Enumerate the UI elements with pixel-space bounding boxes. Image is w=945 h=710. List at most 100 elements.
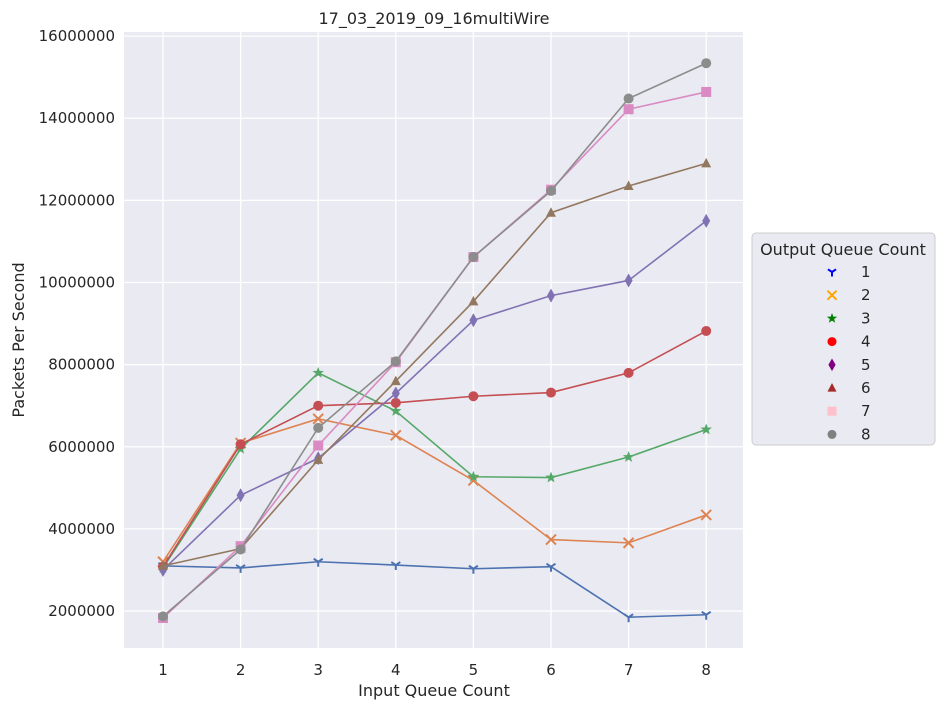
data-point-series-5 bbox=[547, 288, 555, 303]
x-tick-label: 3 bbox=[313, 661, 323, 679]
series-line-5 bbox=[162, 220, 707, 571]
data-point-series-3 bbox=[390, 405, 402, 416]
y-tick-label: 2000000 bbox=[48, 602, 115, 620]
series-line-1 bbox=[162, 560, 707, 619]
legend-item-8: 8 bbox=[827, 425, 871, 443]
data-point-series-1 bbox=[235, 564, 246, 573]
data-point-series-1 bbox=[313, 557, 324, 567]
series-line-3 bbox=[162, 371, 707, 569]
x-axis-label: Input Queue Count bbox=[358, 681, 510, 700]
legend-item-7: 7 bbox=[827, 402, 871, 420]
legend-item-4: 4 bbox=[827, 333, 871, 351]
legend-item-3: 3 bbox=[826, 309, 871, 327]
y-tick-label: 8000000 bbox=[48, 356, 115, 374]
legend-label: 1 bbox=[861, 263, 871, 281]
legend-item-5: 5 bbox=[828, 356, 871, 374]
data-point-series-7 bbox=[701, 86, 712, 97]
y-axis-label: Packets Per Second bbox=[9, 262, 28, 417]
legend-marker-icon bbox=[826, 313, 838, 323]
legend-label: 2 bbox=[861, 286, 871, 304]
data-point-series-8 bbox=[313, 422, 324, 433]
gridlines bbox=[124, 32, 743, 648]
data-point-series-1 bbox=[468, 564, 479, 574]
y-tick-label: 6000000 bbox=[48, 438, 115, 456]
data-point-series-1 bbox=[623, 613, 634, 623]
data-point-series-7 bbox=[623, 104, 634, 115]
y-tick-label: 4000000 bbox=[48, 520, 115, 538]
data-point-series-1 bbox=[390, 561, 401, 571]
data-point-series-3 bbox=[467, 470, 480, 482]
y-tick-label: 12000000 bbox=[39, 191, 115, 209]
x-tick-label: 5 bbox=[469, 661, 479, 679]
data-point-series-4 bbox=[623, 367, 634, 378]
data-point-series-5 bbox=[236, 488, 245, 503]
x-tick-label: 2 bbox=[236, 661, 246, 679]
data-point-series-7 bbox=[313, 440, 324, 451]
legend-marker-icon bbox=[827, 268, 837, 277]
data-point-series-8 bbox=[701, 58, 712, 69]
data-point-series-4 bbox=[701, 325, 712, 336]
data-point-series-8 bbox=[158, 611, 168, 622]
data-point-series-4 bbox=[390, 397, 401, 408]
data-point-series-6 bbox=[546, 207, 556, 217]
data-point-series-2 bbox=[312, 413, 324, 425]
data-point-series-4 bbox=[235, 439, 246, 450]
data-point-series-2 bbox=[622, 537, 635, 549]
y-axis: 2000000 4000000 6000000 8000000 10000000 1200… bbox=[39, 27, 115, 620]
data-point-series-6 bbox=[701, 157, 712, 168]
data-point-series-3 bbox=[312, 366, 324, 378]
series-8 bbox=[158, 58, 712, 622]
series-line-2 bbox=[162, 418, 707, 563]
data-point-series-5 bbox=[702, 213, 711, 228]
data-point-series-2 bbox=[700, 509, 712, 521]
series-lines bbox=[157, 58, 712, 624]
legend-marker-icon bbox=[827, 429, 837, 439]
data-point-series-6 bbox=[623, 180, 634, 190]
legend-item-6: 6 bbox=[827, 379, 871, 397]
x-axis: 1 2 3 4 5 6 7 8 bbox=[158, 661, 711, 679]
data-point-series-5 bbox=[624, 273, 633, 288]
plot-area bbox=[124, 32, 743, 648]
legend-marker-icon bbox=[827, 383, 837, 392]
x-tick-label: 7 bbox=[624, 661, 634, 679]
series-6 bbox=[158, 157, 712, 570]
data-point-series-5 bbox=[469, 313, 478, 328]
x-tick-label: 6 bbox=[546, 661, 556, 679]
legend-label: 5 bbox=[861, 356, 871, 374]
data-point-series-3 bbox=[545, 471, 557, 483]
series-line-8 bbox=[162, 62, 707, 617]
series-line-4 bbox=[162, 330, 707, 568]
data-point-series-8 bbox=[235, 544, 246, 555]
data-point-series-4 bbox=[313, 400, 324, 411]
legend-box bbox=[751, 232, 936, 446]
legend-marker-icon bbox=[827, 337, 837, 347]
legend-marker-icon bbox=[827, 406, 837, 416]
x-tick-label: 4 bbox=[391, 661, 401, 679]
y-tick-label: 14000000 bbox=[39, 109, 115, 127]
data-point-series-6 bbox=[313, 454, 324, 464]
legend-title: Output Queue Count bbox=[760, 240, 926, 259]
data-point-series-6 bbox=[468, 295, 479, 306]
data-point-series-6 bbox=[390, 375, 401, 386]
data-point-series-5 bbox=[391, 386, 400, 401]
legend-item-1: 1 bbox=[827, 263, 871, 281]
legend-item-2: 2 bbox=[826, 286, 871, 304]
legend-label: 8 bbox=[861, 425, 871, 443]
data-point-series-2 bbox=[545, 533, 557, 546]
data-point-series-3 bbox=[700, 423, 712, 435]
data-point-series-8 bbox=[390, 356, 401, 367]
data-point-series-1 bbox=[701, 610, 712, 620]
data-point-series-8 bbox=[468, 252, 479, 263]
series-5 bbox=[159, 213, 711, 577]
y-tick-label: 10000000 bbox=[39, 274, 115, 292]
data-point-series-3 bbox=[622, 451, 635, 462]
legend-label: 6 bbox=[861, 379, 871, 397]
x-tick-label: 1 bbox=[158, 661, 168, 679]
legend-label: 3 bbox=[861, 309, 871, 327]
data-point-series-8 bbox=[623, 93, 634, 104]
data-point-series-6 bbox=[158, 560, 168, 570]
data-point-series-4 bbox=[468, 391, 479, 402]
data-point-series-4 bbox=[546, 387, 556, 398]
data-point-series-2 bbox=[390, 429, 402, 441]
